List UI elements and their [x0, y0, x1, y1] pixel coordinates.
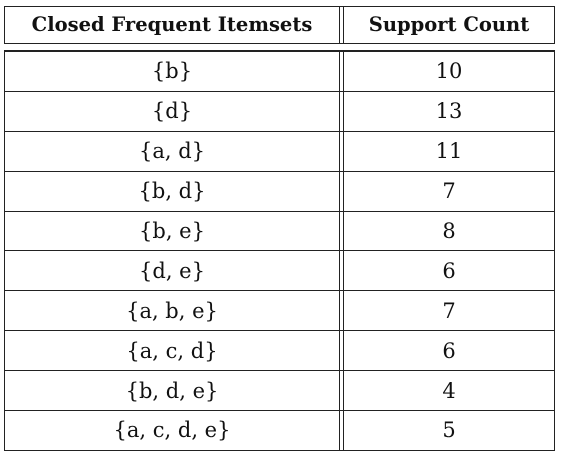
- support-cell: 11: [435, 139, 463, 164]
- itemset-cell: {d, e}: [139, 258, 205, 283]
- itemset-cell: {d}: [151, 99, 193, 124]
- table-row: {b} 10: [5, 51, 554, 91]
- support-cell: 6: [442, 258, 456, 283]
- itemset-cell: {a, c, d}: [126, 338, 218, 363]
- itemset-cell: {b, d}: [138, 179, 206, 204]
- support-cell: 4: [442, 378, 456, 403]
- itemset-cell: {b}: [151, 59, 193, 84]
- support-cell: 5: [442, 418, 456, 443]
- table-row: {d} 13: [5, 90, 554, 131]
- header-support: Support Count: [368, 13, 530, 36]
- itemset-cell: {b, e}: [139, 219, 205, 243]
- table-body: {b} 10 {d} 13 {a, d} 11 {b, d} 7 {b, e} …: [4, 50, 555, 451]
- table-row: {b, e} 8: [5, 210, 554, 251]
- table-row: {b, d, e} 4: [5, 370, 554, 410]
- header-itemsets: Closed Frequent Itemsets: [31, 13, 313, 36]
- table-row: {a, d} 11: [5, 130, 554, 171]
- table-row: {a, c, d} 6: [5, 330, 554, 370]
- support-cell: 13: [435, 99, 463, 124]
- table-row: {a, b, e} 7: [5, 290, 554, 330]
- table-header: Closed Frequent Itemsets Support Count: [4, 6, 555, 44]
- column-divider: [339, 6, 344, 44]
- support-cell: 7: [442, 298, 456, 323]
- table-row: {b, d} 7: [5, 170, 554, 211]
- itemset-cell: {a, b, e}: [126, 298, 218, 323]
- support-cell: 10: [435, 59, 463, 84]
- column-divider: [339, 50, 344, 451]
- itemset-cell: {a, c, d, e}: [113, 418, 231, 443]
- table-row: {a, c, d, e} 5: [5, 410, 554, 450]
- support-cell: 8: [442, 219, 456, 243]
- table-row: {d, e} 6: [5, 250, 554, 290]
- header-row: Closed Frequent Itemsets Support Count: [5, 7, 554, 42]
- itemset-cell: {a, d}: [138, 139, 206, 164]
- itemset-cell: {b, d, e}: [125, 378, 219, 403]
- support-cell: 7: [442, 179, 456, 204]
- support-cell: 6: [442, 338, 456, 363]
- closed-itemsets-table: Closed Frequent Itemsets Support Count {…: [4, 6, 555, 451]
